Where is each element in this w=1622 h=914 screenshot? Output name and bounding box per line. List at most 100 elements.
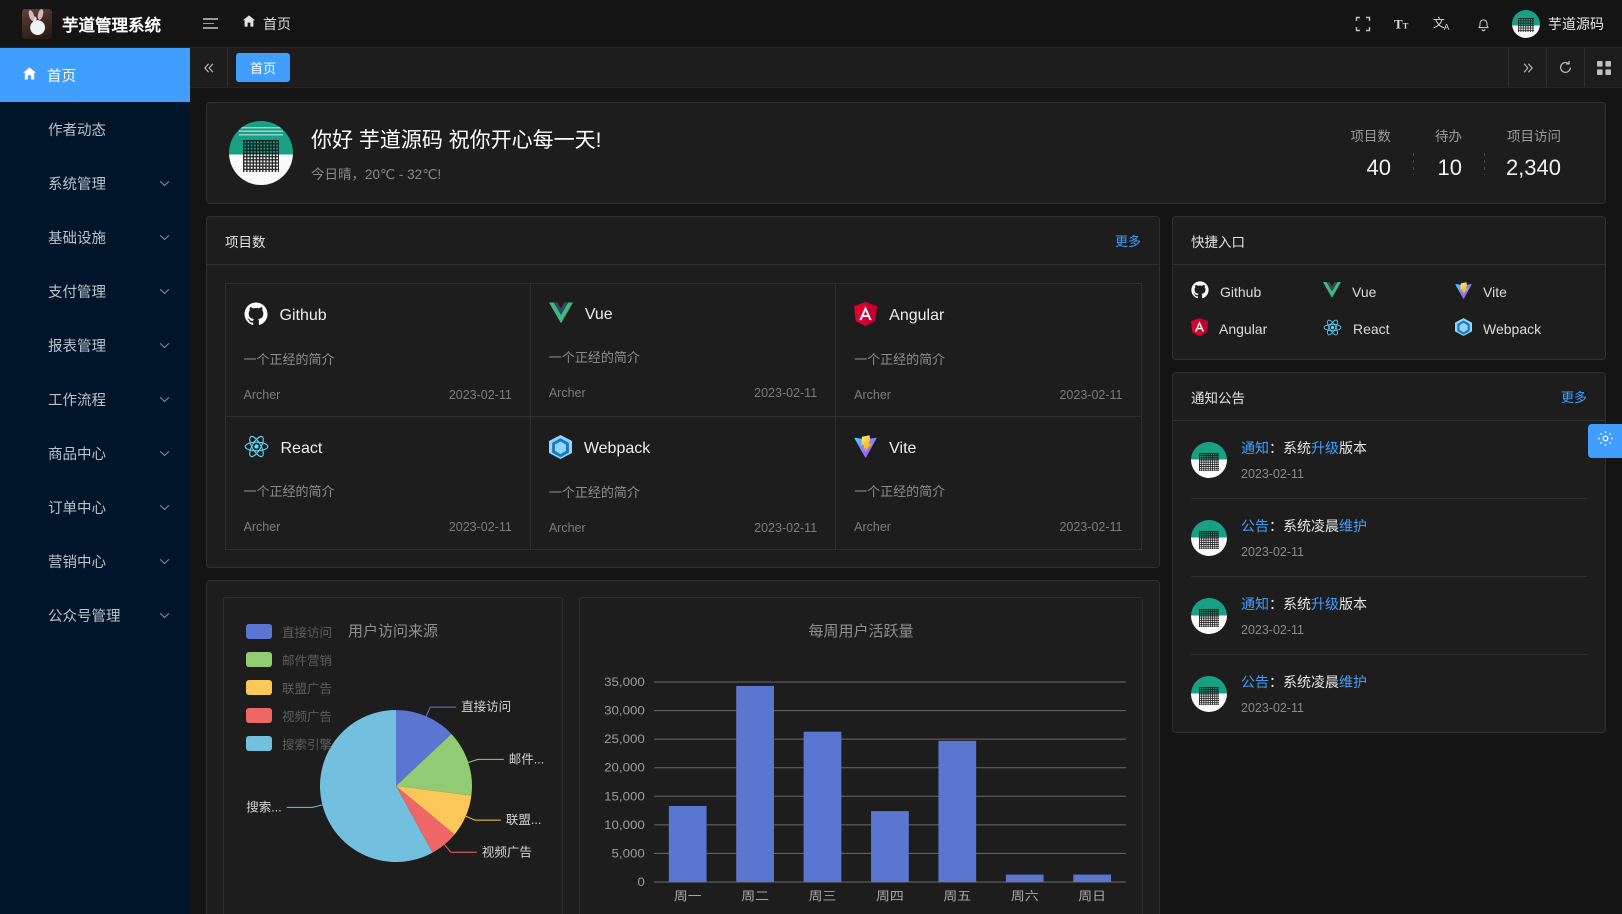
notice-title[interactable]: 公告：系统凌晨维护 <box>1241 672 1587 692</box>
sidebar-item-order-center[interactable]: 订单中心 <box>0 480 190 534</box>
notice-mid: ：系统凌晨 <box>1269 674 1339 690</box>
project-author: Archer <box>548 385 586 400</box>
project-card[interactable]: Github 一个正经的简介 Archer 2023-02-11 <box>224 282 531 417</box>
legend-swatch <box>246 652 272 667</box>
brand[interactable]: 芋道管理系统 <box>0 8 190 39</box>
project-card[interactable]: React 一个正经的简介 Archer 2023-02-11 <box>224 415 531 550</box>
quick-entry-angular[interactable]: Angular <box>1191 318 1323 339</box>
projects-more-link[interactable]: 更多 <box>1114 234 1141 249</box>
pie-slice-label: 联盟... <box>506 813 541 827</box>
welcome-text: 你好 芋道源码 祝你开心每一天! 今日晴，20℃ - 32℃! <box>311 124 1310 183</box>
user-menu[interactable]: 芋道源码 <box>1512 9 1604 38</box>
project-card[interactable]: Vite 一个正经的简介 Archer 2023-02-11 <box>835 415 1142 550</box>
y-tick-label: 5,000 <box>611 847 644 860</box>
svg-text:文: 文 <box>1433 16 1445 30</box>
list-item[interactable]: 通知：系统升级版本 2023-02-11 <box>1191 577 1587 655</box>
app-logo-icon <box>22 8 52 39</box>
chevron-down-icon <box>159 288 170 295</box>
sidebar-item-author-news[interactable]: 作者动态 <box>0 102 190 156</box>
project-author: Archer <box>548 520 586 535</box>
notice-highlight: 维护 <box>1339 674 1367 690</box>
notices-card: 通知公告 更多 通知：系统升级版本 <box>1172 372 1606 733</box>
sidebar-item-infrastructure[interactable]: 基础设施 <box>0 210 190 264</box>
sidebar-item-payment-management[interactable]: 支付管理 <box>0 264 190 318</box>
grid-layout-icon[interactable] <box>1584 48 1622 87</box>
notice-highlight: 升级 <box>1311 596 1339 612</box>
legend-swatch <box>246 624 272 639</box>
menu-fold-icon[interactable] <box>190 15 230 32</box>
breadcrumb[interactable]: 首页 <box>242 14 291 34</box>
notice-prefix: 通知 <box>1241 440 1269 456</box>
list-item[interactable]: 公告：系统凌晨维护 2023-02-11 <box>1191 655 1587 732</box>
notice-title[interactable]: 通知：系统升级版本 <box>1241 438 1587 458</box>
stat-label: 项目数 <box>1350 129 1391 144</box>
pie-slice-label: 搜索... <box>246 799 281 814</box>
legend-label: 视频广告 <box>282 710 333 724</box>
font-size-icon[interactable]: T T <box>1386 7 1420 41</box>
project-footer: Archer 2023-02-11 <box>854 520 1122 534</box>
github-icon <box>1191 281 1209 302</box>
notice-title[interactable]: 通知：系统升级版本 <box>1241 594 1587 614</box>
webpack-icon <box>1455 318 1472 339</box>
sidebar-item-label: 首页 <box>47 68 76 85</box>
notice-suffix: 版本 <box>1339 596 1367 612</box>
x-tick-label: 周一 <box>674 890 702 904</box>
double-chevron-right-icon[interactable] <box>1508 48 1546 87</box>
pie-slice <box>396 710 452 786</box>
notice-suffix: 版本 <box>1339 440 1367 456</box>
sidebar-item-marketing-center[interactable]: 营销中心 <box>0 534 190 588</box>
pie-legend[interactable]: 直接访问 邮件营销 联盟广告 视频广告 搜索引擎 <box>246 622 332 762</box>
bar <box>871 811 909 882</box>
project-card[interactable]: Webpack 一个正经的简介 Archer 2023-02-11 <box>529 415 837 550</box>
project-desc: 一个正经的简介 <box>548 484 640 500</box>
project-card[interactable]: Vue 一个正经的简介 Archer 2023-02-11 <box>529 282 837 417</box>
avatar <box>1512 9 1540 38</box>
sidebar-item-report-management[interactable]: 报表管理 <box>0 318 190 372</box>
legend-label: 直接访问 <box>282 626 333 640</box>
tab-home[interactable]: 首页 <box>236 53 291 82</box>
sidebar-item-workflow[interactable]: 工作流程 <box>0 372 190 426</box>
legend-label: 联盟广告 <box>282 682 333 696</box>
sidebar-item-home[interactable]: 首页 <box>0 48 190 102</box>
vue-icon <box>1323 282 1341 301</box>
quick-entry-vue[interactable]: Vue <box>1323 281 1455 302</box>
sidebar-item-system-management[interactable]: 系统管理 <box>0 156 190 210</box>
pie-chart[interactable]: 用户访问来源 直接访问 邮件营销 联盟广告 视频广告 搜索引擎 直接访问 邮件..… <box>223 597 563 914</box>
list-item[interactable]: 通知：系统升级版本 2023-02-11 <box>1191 421 1587 499</box>
fullscreen-icon[interactable] <box>1346 7 1380 41</box>
project-header: React <box>244 435 512 463</box>
x-tick-label: 周三 <box>809 890 837 904</box>
bell-icon[interactable] <box>1466 7 1500 41</box>
project-footer: Archer 2023-02-11 <box>854 388 1122 402</box>
settings-drawer-button[interactable] <box>1588 424 1622 458</box>
sidebar[interactable]: 首页 作者动态 系统管理 基础设施 支付管理 <box>0 48 190 914</box>
sidebar-item-product-center[interactable]: 商品中心 <box>0 426 190 480</box>
sidebar-item-mp-management[interactable]: 公众号管理 <box>0 588 190 642</box>
notice-date: 2023-02-11 <box>1241 701 1305 715</box>
notices-list: 通知：系统升级版本 2023-02-11 公告： <box>1173 421 1605 732</box>
translate-icon[interactable]: 文 A <box>1426 7 1460 41</box>
project-date: 2023-02-11 <box>754 385 818 400</box>
pie-chart-svg: 直接访问邮件...联盟...视频广告搜索... <box>246 699 544 862</box>
double-chevron-left-icon[interactable] <box>190 48 228 87</box>
project-card[interactable]: Angular 一个正经的简介 Archer 2023-02-11 <box>835 282 1142 417</box>
quick-entry-vite[interactable]: Vite <box>1455 281 1587 302</box>
list-item[interactable]: 公告：系统凌晨维护 2023-02-11 <box>1191 499 1587 577</box>
legend-label: 邮件营销 <box>282 654 333 668</box>
react-icon <box>244 435 269 463</box>
bar-chart[interactable]: 每周用户活跃量 0 5,000 10,000 15,000 20,000 25,000 30… <box>579 597 1143 914</box>
notice-title[interactable]: 公告：系统凌晨维护 <box>1241 516 1587 536</box>
quick-entry-webpack[interactable]: Webpack <box>1455 318 1587 339</box>
quick-entry-react[interactable]: React <box>1323 318 1455 339</box>
sidebar-item-label: 商品中心 <box>48 446 106 463</box>
project-header: Vite <box>854 434 1122 463</box>
notices-header: 通知公告 更多 <box>1173 373 1605 421</box>
refresh-icon[interactable] <box>1546 48 1584 87</box>
x-tick-label: 周日 <box>1078 890 1106 904</box>
sidebar-item-label: 作者动态 <box>48 122 106 139</box>
tab-bar: 首页 <box>190 48 1622 88</box>
project-desc: 一个正经的简介 <box>243 483 335 499</box>
notices-more-link[interactable]: 更多 <box>1560 390 1587 405</box>
quick-entry-github[interactable]: Github <box>1191 281 1323 302</box>
x-tick-label: 周五 <box>943 890 971 904</box>
